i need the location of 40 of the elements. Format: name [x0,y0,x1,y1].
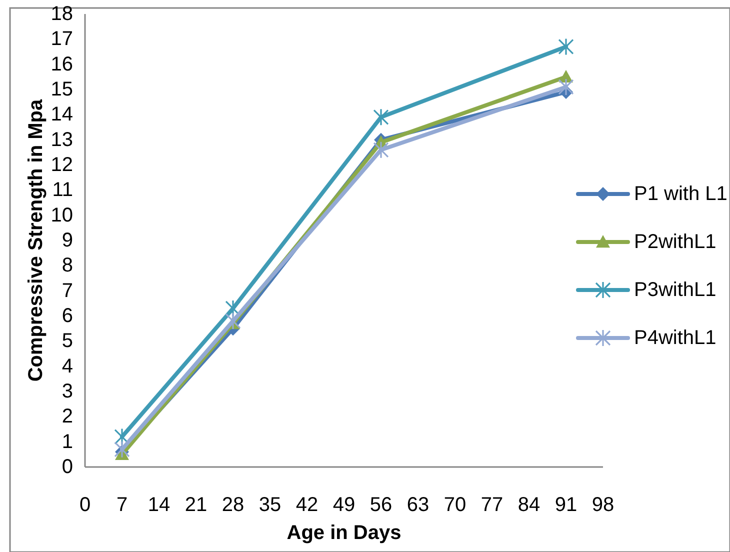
x-tick-label: 84 [518,494,540,516]
y-tick-label: 11 [52,179,73,202]
x-tick-label: 7 [116,494,128,516]
x-tick-label: 77 [480,494,504,516]
x-tick-label: 0 [79,494,91,516]
y-tick-label: 4 [62,355,73,378]
x-tick-label: 63 [406,494,430,516]
x-tick-label: 70 [444,494,466,516]
y-tick-label: 2 [62,406,73,428]
x-tick-label: 28 [222,494,244,516]
legend-label: P4withL1 [634,327,716,349]
y-tick-label: 8 [62,254,73,277]
y-tick-label: 14 [50,104,73,126]
y-tick-label: 17 [50,28,73,50]
x-axis-title: Age in Days [286,522,402,544]
y-tick-label: 5 [62,330,73,352]
y-tick-label: 13 [50,128,73,151]
y-tick-label: 9 [62,230,73,252]
x-tick-label: 91 [554,494,578,516]
legend-label: P1 with L1 [634,183,728,205]
x-tick-label: 42 [296,494,318,516]
y-tick-label: 10 [50,204,73,226]
y-tick-label: 12 [50,154,73,176]
x-tick-label: 49 [332,494,356,516]
y-tick-label: 1 [62,430,73,453]
y-tick-label: 7 [62,280,73,302]
y-tick-label: 15 [50,78,73,100]
x-tick-label: 14 [148,494,170,516]
y-tick-label: 18 [50,3,73,25]
x-tick-label: 98 [592,494,614,516]
legend-label: P2withL1 [634,231,716,253]
x-tick-label: 35 [258,494,282,516]
y-tick-label: 0 [62,456,73,478]
y-axis-title: Compressive Strength in Mpa [25,98,47,382]
legend-label: P3withL1 [634,279,716,301]
y-tick-label: 6 [62,305,73,327]
y-tick-label: 3 [62,380,73,402]
x-tick-label: 21 [184,494,208,516]
x-tick-label: 56 [370,494,392,516]
y-tick-label: 16 [50,53,73,76]
